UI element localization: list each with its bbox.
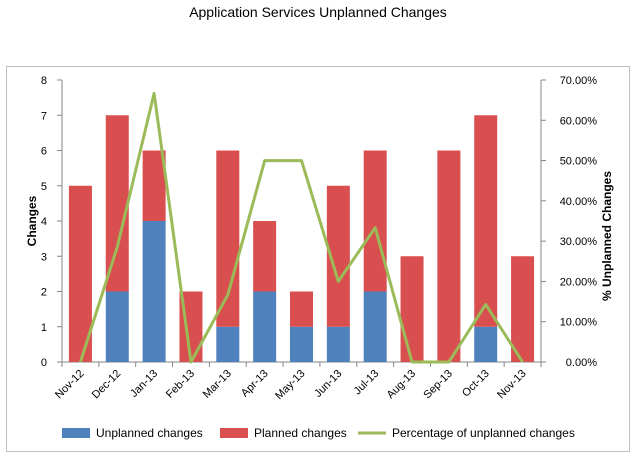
bar-planned bbox=[253, 221, 277, 292]
bar-planned bbox=[400, 256, 424, 362]
bar-planned bbox=[105, 115, 129, 292]
legend-label-percentage: Percentage of unplanned changes bbox=[392, 426, 575, 440]
x-tick-label: Dec-12 bbox=[90, 368, 124, 402]
y2-tick-label: 60.00% bbox=[560, 115, 598, 127]
y-tick-label: 0 bbox=[41, 357, 47, 369]
bar-planned bbox=[437, 150, 461, 362]
y-tick-label: 6 bbox=[41, 146, 47, 158]
bar-unplanned bbox=[142, 221, 166, 362]
bar-planned bbox=[216, 150, 240, 327]
y2-tick-label: 10.00% bbox=[560, 317, 598, 329]
y2-axis-title: % Unplanned Changes bbox=[600, 171, 614, 301]
bar-unplanned bbox=[216, 326, 240, 362]
x-tick-label: Nov-12 bbox=[53, 368, 87, 402]
bar-planned bbox=[290, 291, 313, 327]
legend-label-unplanned: Unplanned changes bbox=[96, 426, 203, 440]
y-tick-label: 8 bbox=[41, 75, 47, 87]
bar-unplanned bbox=[363, 291, 387, 362]
x-tick-label: Jun-13 bbox=[312, 368, 344, 400]
y2-tick-label: 70.00% bbox=[560, 75, 598, 87]
bar-planned bbox=[68, 185, 92, 362]
line-percentage-unplanned bbox=[78, 91, 524, 364]
bar-unplanned bbox=[105, 291, 129, 362]
y-tick-label: 3 bbox=[41, 251, 47, 263]
y2-tick-label: 50.00% bbox=[560, 156, 598, 168]
y-axis-title: Changes bbox=[25, 195, 39, 246]
bar-unplanned bbox=[253, 291, 277, 362]
legend-swatch-unplanned bbox=[62, 428, 90, 438]
bar-planned bbox=[511, 256, 535, 362]
x-tick-label: Nov-13 bbox=[495, 368, 529, 402]
bar-planned bbox=[474, 115, 498, 327]
x-tick-label: Mar-13 bbox=[201, 368, 234, 401]
y2-tick-label: 40.00% bbox=[560, 196, 598, 208]
x-tick-label: May-13 bbox=[273, 368, 307, 402]
y2-tick-label: 0.00% bbox=[566, 357, 597, 369]
x-tick-label: Aug-13 bbox=[385, 368, 419, 402]
bar-planned bbox=[326, 185, 350, 327]
x-tick-label: Feb-13 bbox=[164, 368, 197, 401]
bar-unplanned bbox=[474, 326, 498, 362]
legend-label-planned: Planned changes bbox=[254, 426, 347, 440]
y-tick-label: 5 bbox=[41, 181, 47, 193]
y-tick-label: 7 bbox=[41, 110, 47, 122]
y2-tick-label: 20.00% bbox=[560, 276, 598, 288]
x-tick-label: Apr-13 bbox=[239, 368, 271, 400]
bar-planned bbox=[363, 150, 387, 292]
chart-frame bbox=[6, 66, 630, 452]
legend-swatch-planned bbox=[220, 428, 248, 438]
x-tick-label: Jul-13 bbox=[352, 368, 382, 398]
x-tick-label: Jan-13 bbox=[128, 368, 160, 400]
y-tick-label: 4 bbox=[41, 216, 47, 228]
chart-title: Application Services Unplanned Changes bbox=[189, 4, 447, 20]
bar-unplanned bbox=[326, 326, 350, 362]
y2-tick-label: 30.00% bbox=[560, 236, 598, 248]
bar-unplanned bbox=[290, 326, 313, 362]
bar-planned bbox=[142, 150, 166, 221]
x-tick-label: Oct-13 bbox=[460, 368, 492, 400]
x-tick-label: Sep-13 bbox=[421, 368, 455, 402]
y-tick-label: 2 bbox=[41, 287, 47, 299]
y-tick-label: 1 bbox=[41, 322, 47, 334]
